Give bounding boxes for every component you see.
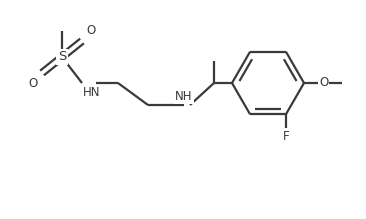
Text: F: F [283,130,289,143]
Text: S: S [58,51,66,64]
Text: NH: NH [175,90,193,103]
Text: O: O [319,76,328,90]
Text: O: O [29,77,38,90]
Text: O: O [86,24,95,37]
Text: HN: HN [83,86,101,99]
